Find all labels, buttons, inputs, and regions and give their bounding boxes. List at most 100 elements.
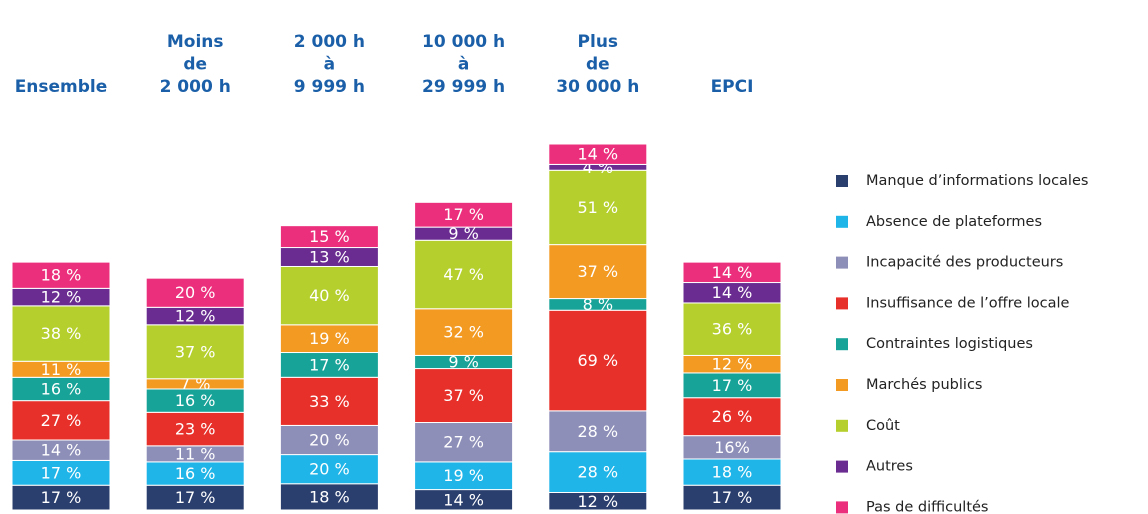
value-label: 18 % bbox=[309, 487, 350, 506]
bar-segment bbox=[279, 376, 379, 426]
value-label: 19 % bbox=[443, 466, 484, 485]
value-label: 40 % bbox=[309, 286, 350, 305]
value-label: 12 % bbox=[41, 288, 82, 307]
legend-label: Absence de plateformes bbox=[866, 214, 1042, 230]
value-label: 19 % bbox=[309, 329, 350, 348]
value-label: 16% bbox=[714, 438, 750, 457]
legend-swatch bbox=[836, 419, 848, 432]
legend-label: Incapacité des producteurs bbox=[866, 255, 1063, 271]
value-label: 14 % bbox=[712, 283, 753, 302]
category-label: 9 999 h bbox=[294, 77, 365, 97]
value-label: 13 % bbox=[309, 248, 350, 267]
value-label: 12 % bbox=[175, 307, 216, 326]
value-label: 20 % bbox=[309, 460, 350, 479]
value-label: 14 % bbox=[577, 145, 618, 164]
value-label: 16 % bbox=[175, 464, 216, 483]
bar-segment bbox=[414, 422, 514, 463]
value-label: 17 % bbox=[41, 488, 82, 507]
legend-label: Coût bbox=[866, 418, 900, 434]
bar-segment bbox=[279, 225, 379, 249]
legend-swatch bbox=[836, 501, 848, 514]
value-label: 17 % bbox=[175, 488, 216, 507]
bar-segment bbox=[548, 309, 648, 412]
category-label: de bbox=[586, 55, 610, 75]
value-label: 20 % bbox=[175, 283, 216, 302]
bar-segment bbox=[279, 265, 379, 326]
bar-segment bbox=[11, 400, 111, 441]
value-label: 37 % bbox=[443, 386, 484, 405]
legend-label: Contraintes logistiques bbox=[866, 336, 1033, 352]
value-label: 28 % bbox=[577, 463, 618, 482]
category-label: EPCI bbox=[711, 77, 754, 97]
bar-segment bbox=[682, 261, 782, 284]
category-label: Plus bbox=[578, 32, 619, 52]
legend-label: Manque d’informations locales bbox=[866, 173, 1088, 189]
bar-segment bbox=[11, 484, 111, 511]
legend-swatch bbox=[836, 379, 848, 391]
legend-label: Pas de difficultés bbox=[866, 499, 988, 514]
value-label: 17 % bbox=[712, 376, 753, 395]
value-label: 16 % bbox=[41, 379, 82, 398]
bar-segment bbox=[414, 308, 514, 356]
category-label: 2 000 h bbox=[294, 32, 365, 52]
legend-swatch bbox=[836, 256, 848, 269]
value-label: 38 % bbox=[41, 324, 82, 343]
value-label: 37 % bbox=[577, 262, 618, 281]
category-label: 29 999 h bbox=[422, 77, 505, 97]
value-label: 14 % bbox=[41, 441, 82, 460]
bar-segment bbox=[279, 424, 379, 456]
category-label: 30 000 h bbox=[556, 77, 639, 97]
value-label: 11 % bbox=[41, 360, 82, 379]
value-label: 14 % bbox=[443, 490, 484, 509]
value-label: 18 % bbox=[712, 463, 753, 482]
legend-label: Marchés publics bbox=[866, 377, 982, 393]
category-label: à bbox=[324, 55, 335, 75]
value-label: 36 % bbox=[712, 320, 753, 339]
value-label: 37 % bbox=[175, 342, 216, 361]
bar-segment bbox=[145, 324, 245, 380]
category-label: Moins bbox=[167, 32, 224, 52]
bar-segment bbox=[548, 143, 648, 165]
legend-swatch bbox=[836, 175, 848, 187]
value-label: 17 % bbox=[41, 463, 82, 482]
bar-segment bbox=[145, 411, 245, 447]
value-label: 32 % bbox=[443, 323, 484, 342]
legend-swatch bbox=[836, 338, 848, 351]
value-label: 14 % bbox=[712, 263, 753, 282]
value-label: 11 % bbox=[175, 444, 216, 463]
bar-segment bbox=[548, 244, 648, 300]
value-label: 15 % bbox=[309, 227, 350, 246]
bar-segment bbox=[548, 410, 648, 453]
value-label: 17 % bbox=[443, 205, 484, 224]
value-label: 69 % bbox=[577, 351, 618, 370]
value-label: 16 % bbox=[175, 391, 216, 410]
legend-label: Autres bbox=[866, 459, 913, 475]
value-label: 18 % bbox=[41, 266, 82, 285]
legend-swatch bbox=[836, 460, 848, 473]
bar-segment bbox=[145, 484, 245, 511]
value-label: 20 % bbox=[309, 431, 350, 450]
category-label: 2 000 h bbox=[160, 77, 231, 97]
value-label: 17 % bbox=[309, 355, 350, 374]
category-label: à bbox=[458, 55, 469, 75]
value-label: 23 % bbox=[175, 420, 216, 439]
bar-segment bbox=[414, 368, 514, 424]
category-label: 10 000 h bbox=[422, 32, 505, 52]
value-label: 12 % bbox=[577, 492, 618, 511]
value-label: 9 % bbox=[448, 224, 478, 243]
category-label: de bbox=[183, 55, 207, 75]
value-label: 8 % bbox=[583, 295, 613, 314]
legend-swatch bbox=[836, 297, 848, 310]
legend-swatch bbox=[836, 215, 848, 228]
value-label: 12 % bbox=[712, 355, 753, 374]
value-label: 51 % bbox=[577, 198, 618, 217]
legend-label: Insuffisance de l’offre locale bbox=[866, 295, 1070, 311]
value-label: 26 % bbox=[712, 407, 753, 426]
value-label: 17 % bbox=[712, 488, 753, 507]
value-label: 47 % bbox=[443, 265, 484, 284]
value-label: 28 % bbox=[577, 422, 618, 441]
bar-segment bbox=[145, 277, 245, 308]
value-label: 27 % bbox=[41, 411, 82, 430]
bar-segment bbox=[682, 484, 782, 511]
